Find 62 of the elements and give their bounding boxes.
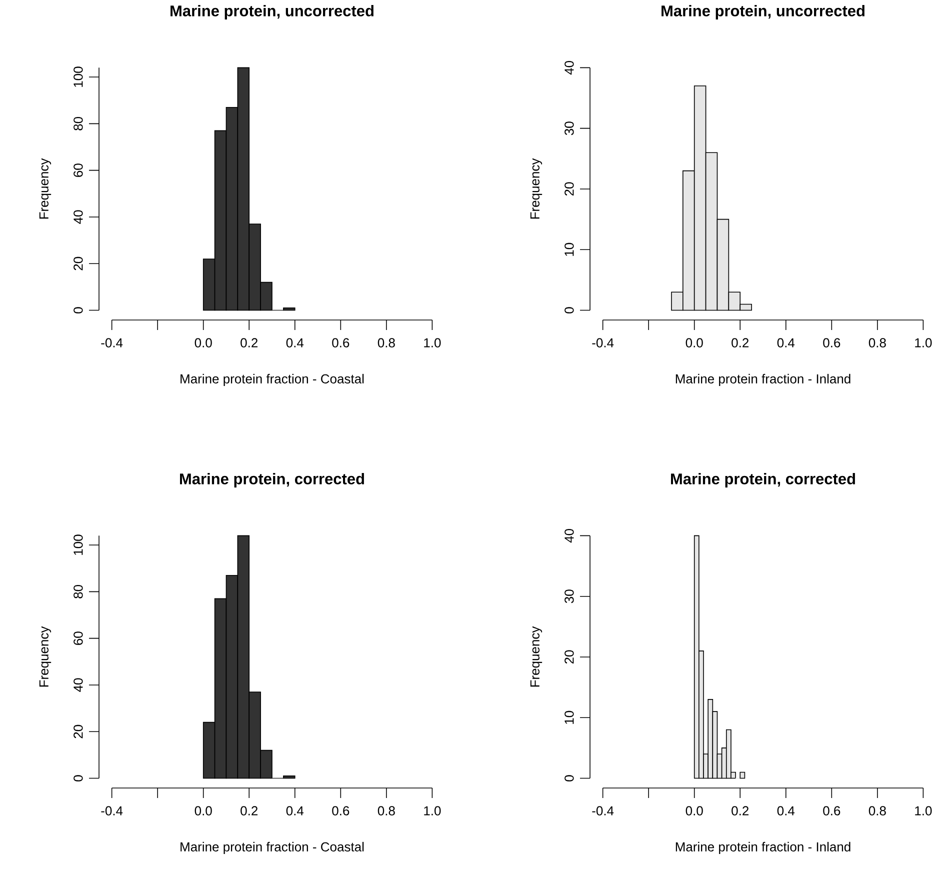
y-tick-label: 30	[564, 122, 574, 136]
y-tick-label: 100	[74, 534, 83, 555]
x-tick-label: 0.0	[686, 806, 703, 816]
y-axis-title: Frequency	[39, 158, 52, 219]
x-tick-label: -0.4	[592, 806, 614, 816]
y-tick-label: 0	[564, 775, 574, 782]
x-tick-label: 0.8	[378, 806, 395, 816]
x-tick-label: 0.2	[732, 806, 748, 816]
x-tick-label: 0.0	[194, 338, 212, 348]
y-tick-label: 60	[74, 164, 83, 177]
y-axis-title: Frequency	[530, 158, 542, 219]
x-tick-label: -0.4	[592, 338, 614, 348]
y-axis-title: Frequency	[530, 626, 542, 687]
x-tick-label: 0.0	[686, 338, 703, 348]
chart-title: Marine protein, uncorrected	[170, 5, 374, 20]
x-tick-label: 0.8	[868, 338, 886, 348]
x-tick-label: -0.4	[101, 806, 123, 816]
y-tick-label: 20	[74, 256, 83, 270]
x-tick-label: 0.8	[378, 338, 395, 348]
x-tick-label: 0.2	[240, 338, 258, 348]
x-tick-label: 0.2	[240, 806, 258, 816]
y-tick-label: 0	[74, 307, 83, 314]
y-tick-label: 0	[564, 307, 574, 314]
x-tick-label: 1.0	[424, 806, 441, 816]
y-tick-label: 0	[74, 775, 83, 782]
x-tick-label: 0.6	[823, 806, 840, 816]
y-tick-label: 40	[564, 528, 574, 543]
y-tick-label: 10	[564, 242, 574, 256]
x-tick-label: 0.4	[286, 338, 304, 348]
y-axis-title: Frequency	[39, 626, 52, 687]
x-tick-label: 1.0	[424, 338, 441, 348]
y-tick-label: 40	[564, 60, 574, 75]
y-tick-label: 30	[564, 590, 574, 604]
y-tick-label: 20	[564, 650, 574, 664]
x-axis-title: Marine protein fraction - Coastal	[180, 374, 364, 386]
y-tick-label: 80	[74, 116, 83, 130]
y-tick-label: 40	[74, 678, 83, 692]
x-tick-label: 1.0	[915, 806, 932, 816]
y-tick-label: 20	[74, 724, 83, 738]
x-tick-label: 0.4	[777, 806, 795, 816]
chart-title: Marine protein, corrected	[180, 473, 364, 488]
x-axis-title: Marine protein fraction - Inland	[676, 374, 850, 386]
x-tick-label: 0.4	[286, 806, 304, 816]
x-tick-label: -0.4	[101, 338, 123, 348]
y-tick-label: 80	[74, 584, 83, 598]
x-tick-label: 0.8	[868, 806, 886, 816]
y-tick-label: 20	[564, 182, 574, 196]
x-tick-label: 0.6	[823, 338, 840, 348]
x-tick-label: 0.0	[194, 806, 212, 816]
y-tick-label: 100	[74, 66, 83, 87]
chart-title: Marine protein, uncorrected	[662, 5, 864, 20]
x-tick-label: 0.2	[732, 338, 748, 348]
x-tick-label: 0.4	[777, 338, 795, 348]
x-tick-label: 0.6	[332, 806, 350, 816]
x-tick-label: 0.6	[332, 338, 350, 348]
y-tick-label: 10	[564, 710, 574, 724]
x-tick-label: 1.0	[915, 338, 932, 348]
x-axis-title: Marine protein fraction - Inland	[676, 842, 850, 854]
x-axis-title: Marine protein fraction - Coastal	[180, 842, 364, 854]
chart-title: Marine protein, corrected	[671, 473, 855, 488]
y-tick-label: 40	[74, 210, 83, 224]
y-tick-label: 60	[74, 632, 83, 645]
